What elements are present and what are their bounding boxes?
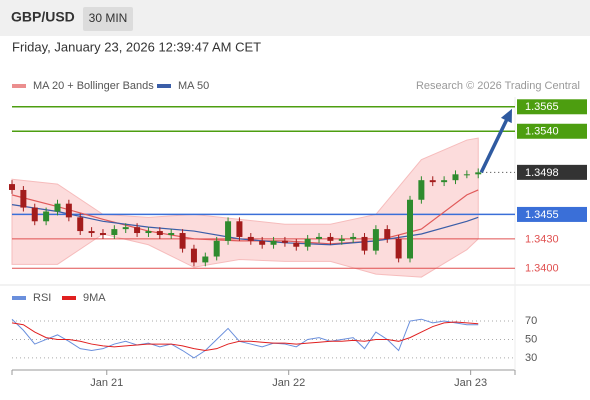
level-label: 1.3430 [525,233,559,245]
candle-body [20,189,27,208]
candle-body [384,229,391,239]
level-label: 1.3455 [525,209,559,221]
candle-body [475,172,482,175]
rsi-tick-label: 30 [525,352,537,364]
level-box [517,206,587,222]
candle-body [293,242,300,247]
candle-body [156,231,163,235]
candle-body [463,174,470,176]
rsi-line [11,318,479,359]
candle-body [134,227,141,234]
x-tick-label: Jan 23 [454,377,487,389]
candle-body [111,229,118,235]
candle-body [441,180,448,183]
level-label: 1.3540 [525,126,559,138]
candle-body [429,180,436,183]
candle-body [43,211,50,222]
candle-body [259,240,266,245]
candle-body [395,238,402,259]
candle-body [236,221,243,237]
candle-body [190,248,197,263]
candle-body [225,221,232,241]
legend-label: MA 50 [178,80,209,92]
legend-label: RSI [33,292,51,304]
candle-body [327,236,334,241]
rsi-tick-label: 50 [525,333,537,345]
level-box [517,99,587,115]
candle-body [270,240,277,245]
candle-body [338,238,345,241]
forecast-arrowhead [500,108,512,124]
candle-body [54,203,61,212]
level-box [517,164,587,180]
level-label: 1.3400 [525,263,559,275]
forecast-arrow [479,117,510,174]
candle-body [316,236,323,239]
candle-body [350,236,357,239]
candle-body [9,184,15,190]
legend-label: 9MA [83,292,106,304]
candle-body [31,207,38,222]
x-tick-label: Jan 21 [90,377,123,389]
candle-body [145,231,152,234]
rsi-line [11,321,479,352]
candle-body [88,231,95,234]
candle-body [202,256,209,263]
candle-body [361,236,368,251]
level-label: 1.3498 [525,167,559,179]
timeframe: 30 MIN [89,11,128,25]
candle-body [179,233,186,249]
candle-body [65,203,72,218]
candle-body [168,233,175,235]
candle-body [122,227,129,230]
symbol: GBP/USD [11,9,75,25]
credit: Research © 2026 Trading Central [416,80,580,92]
candle-body [452,174,459,181]
candle-body [418,180,425,200]
candle-body [213,240,220,257]
level-box [517,123,587,139]
candle-body [99,233,106,235]
timeframe-badge [83,7,133,31]
candle-body [304,238,311,247]
rsi-tick-label: 70 [525,315,537,327]
candle-body [77,217,84,232]
candle-body [372,229,379,251]
candle-body [281,240,288,243]
candle-body [407,199,414,259]
level-label: 1.3565 [525,101,559,113]
candle-body [247,236,254,241]
legend-label: MA 20 + Bollinger Bands [33,80,154,92]
x-tick-label: Jan 22 [272,377,305,389]
timestamp: Friday, January 23, 2026 12:39:47 AM CET [12,39,261,54]
